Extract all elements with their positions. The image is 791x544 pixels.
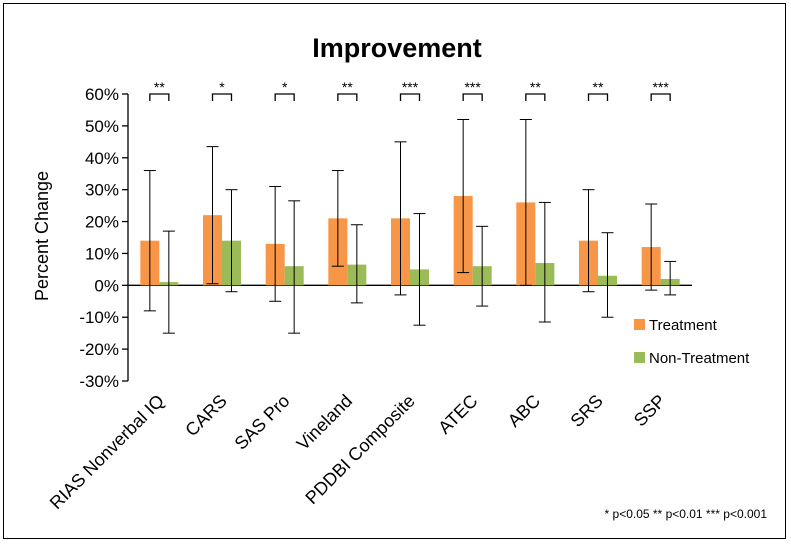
significance-label: **	[342, 79, 353, 95]
y-tick-label: -20%	[79, 340, 119, 359]
y-tick-label: 0%	[94, 276, 119, 295]
x-category-label: ABC	[504, 391, 544, 431]
significance-label: **	[530, 79, 541, 95]
legend-label-treatment: Treatment	[649, 317, 718, 334]
y-tick-label: 60%	[85, 85, 119, 104]
y-tick-label: -30%	[79, 372, 119, 391]
legend: Treatment Non-Treatment	[634, 317, 750, 367]
significance-label: **	[593, 79, 604, 95]
error-bars	[143, 119, 677, 334]
significance-bracket	[337, 93, 358, 101]
significance-bracket	[211, 93, 233, 101]
x-category-label: Vineland	[293, 391, 356, 454]
x-category-label: PDDBI Composite	[301, 391, 418, 508]
x-category-label: RIAS Nonverbal IQ	[46, 391, 168, 513]
significance-markers: ** * * ** *** *** ** ** ***	[149, 79, 671, 101]
x-category-label: ATEC	[434, 391, 481, 438]
chart-title: Improvement	[312, 33, 482, 63]
significance-label: ***	[402, 79, 419, 95]
significance-bracket	[525, 93, 546, 101]
footnote: * p<0.05 ** p<0.01 *** p<0.001	[605, 507, 768, 521]
significance-bracket	[650, 93, 671, 101]
y-axis-label: Percent Change	[32, 171, 52, 301]
y-tick-label: 40%	[85, 149, 119, 168]
y-tick-label: 10%	[85, 244, 119, 263]
x-axis-categories: RIAS Nonverbal IQ CARS SAS Pro VinelandPDDB…	[46, 391, 670, 513]
x-category-label: SSP	[630, 391, 670, 431]
significance-bracket	[149, 93, 170, 101]
significance-bracket	[274, 93, 295, 101]
significance-label: ***	[652, 79, 669, 95]
y-tick-label: 30%	[85, 181, 119, 200]
legend-swatch-non-treatment	[634, 352, 645, 363]
x-category-label: SRS	[567, 391, 607, 431]
significance-label: *	[219, 79, 225, 95]
significance-bracket	[587, 93, 609, 101]
y-tick-label: -10%	[79, 308, 119, 327]
significance-label: *	[282, 79, 288, 95]
significance-label: **	[154, 79, 165, 95]
legend-label-non-treatment: Non-Treatment	[649, 350, 750, 367]
significance-bracket	[462, 93, 483, 101]
y-tick-label: 20%	[85, 213, 119, 232]
significance-label: ***	[464, 79, 481, 95]
x-category-label: SAS Pro	[231, 391, 294, 454]
legend-swatch-treatment	[634, 319, 645, 330]
y-tick-label: 50%	[85, 117, 119, 136]
x-category-label: CARS	[181, 391, 231, 441]
significance-bracket	[399, 93, 421, 101]
y-axis: -30% -20% -10% 0% 10% 20% 30% 40% 50% 60%	[79, 85, 692, 391]
bars	[140, 196, 680, 286]
